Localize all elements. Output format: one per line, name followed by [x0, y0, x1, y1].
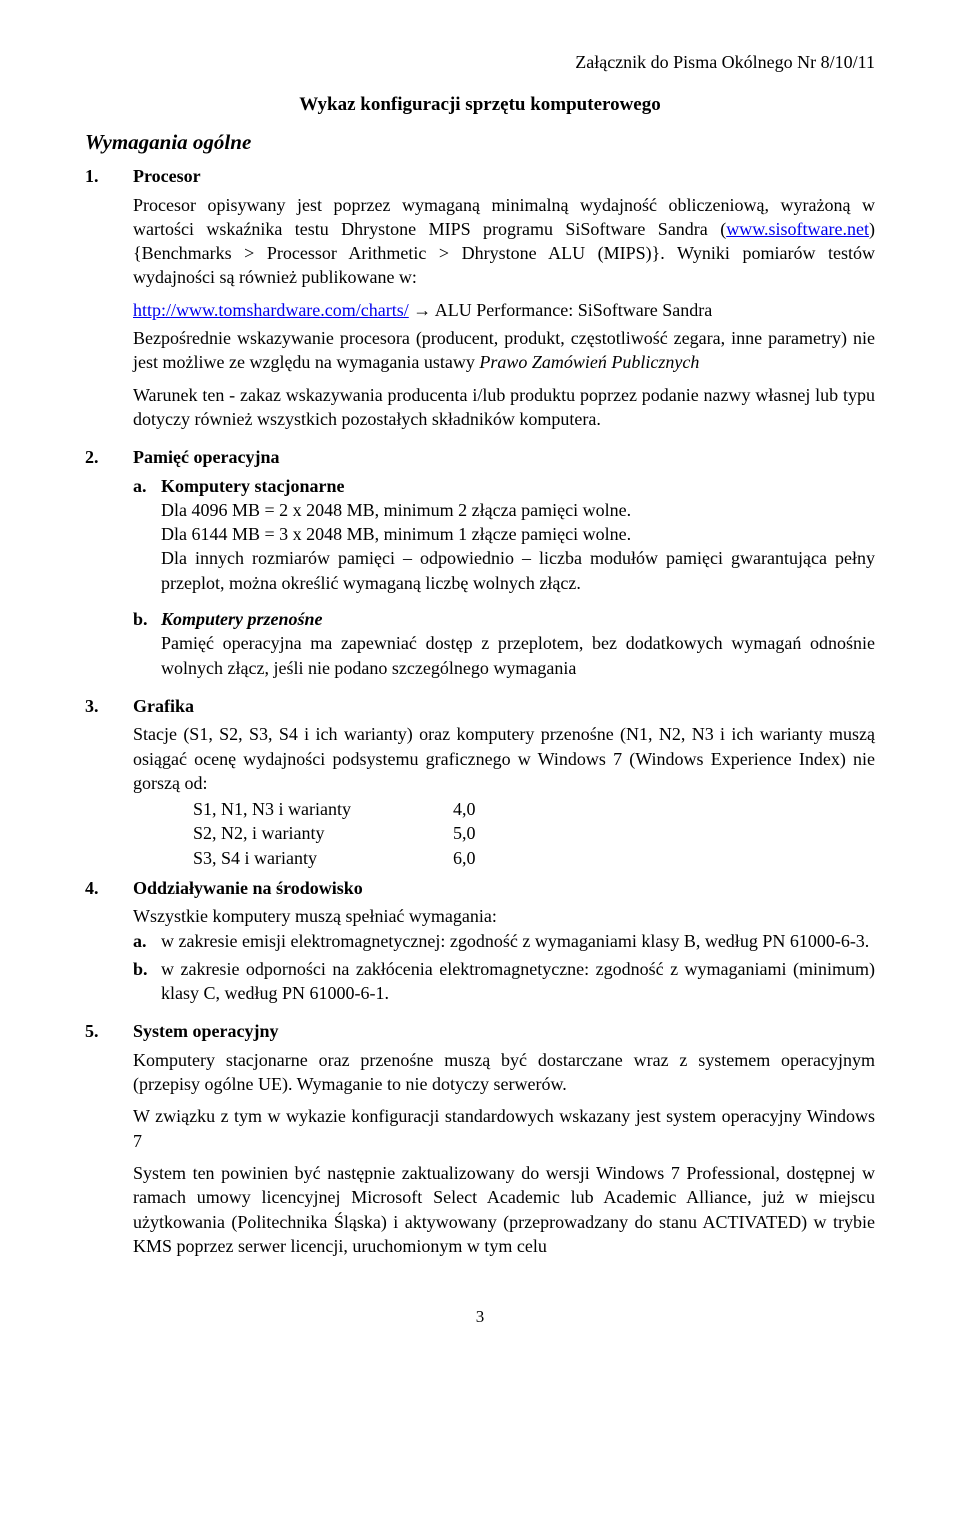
sub-letter: b.: [133, 957, 161, 1012]
text-line: Dla 6144 MB = 3 x 2048 MB, minimum 1 złą…: [161, 522, 875, 546]
intro-line: Wszystkie komputery muszą spełniać wymag…: [133, 904, 875, 928]
spec-label: S1, N1, N3 i warianty: [193, 797, 453, 821]
sub-item-a: a. w zakresie emisji elektromagnetycznej…: [133, 929, 875, 955]
paragraph: System ten powinien być następnie zaktua…: [133, 1161, 875, 1258]
sub-item-b: b. w zakresie odporności na zakłócenia e…: [133, 957, 875, 1012]
text-line: Dla innych rozmiarów pamięci – odpowiedn…: [161, 546, 875, 595]
paragraph: Warunek ten - zakaz wskazywania producen…: [133, 383, 875, 432]
paragraph: Procesor opisywany jest poprzez wymaganą…: [133, 193, 875, 290]
spec-row: S3, S4 i warianty 6,0: [193, 846, 875, 870]
sub-letter: a.: [133, 474, 161, 605]
sub-text: w zakresie odporności na zakłócenia elek…: [161, 957, 875, 1006]
paragraph: W związku z tym w wykazie konfiguracji s…: [133, 1104, 875, 1153]
sub-letter: a.: [133, 929, 161, 955]
item-2: 2. Pamięć operacyjna a. Komputery stacjo…: [85, 445, 875, 688]
item-content: Procesor Procesor opisywany jest poprzez…: [133, 164, 875, 439]
spec-label: S2, N2, i warianty: [193, 821, 453, 845]
spec-row: S2, N2, i warianty 5,0: [193, 821, 875, 845]
page-number: 3: [85, 1306, 875, 1329]
text-line: Pamięć operacyjna ma zapewniać dostęp z …: [161, 631, 875, 680]
item-title: Procesor: [133, 164, 875, 188]
spec-label: S3, S4 i warianty: [193, 846, 453, 870]
link-sisoftware[interactable]: www.sisoftware.net: [726, 219, 869, 239]
item-title: Oddziaływanie na środowisko: [133, 876, 875, 900]
item-title: Grafika: [133, 694, 875, 718]
sub-letter: b.: [133, 607, 161, 686]
item-content: System operacyjny Komputery stacjonarne …: [133, 1019, 875, 1266]
link-tomshardware[interactable]: http://www.tomshardware.com/charts/: [133, 300, 409, 320]
sub-title: Komputery stacjonarne: [161, 474, 875, 498]
text: → ALU Performance: SiSoftware Sandra: [409, 300, 712, 320]
sub-item-a: a. Komputery stacjonarne Dla 4096 MB = 2…: [133, 474, 875, 605]
spec-value: 5,0: [453, 821, 875, 845]
item-number: 5.: [85, 1019, 133, 1266]
item-4: 4. Oddziaływanie na środowisko Wszystkie…: [85, 876, 875, 1013]
spec-table: S1, N1, N3 i warianty 4,0 S2, N2, i wari…: [193, 797, 875, 870]
item-content: Oddziaływanie na środowisko Wszystkie ko…: [133, 876, 875, 1013]
paragraph: Bezpośrednie wskazywanie procesora (prod…: [133, 326, 875, 375]
item-5: 5. System operacyjny Komputery stacjonar…: [85, 1019, 875, 1266]
section-heading: Wymagania ogólne: [85, 128, 875, 156]
item-number: 4.: [85, 876, 133, 1013]
paragraph: Komputery stacjonarne oraz przenośne mus…: [133, 1048, 875, 1097]
paragraph: http://www.tomshardware.com/charts/ → AL…: [133, 298, 875, 322]
item-title: Pamięć operacyjna: [133, 445, 875, 469]
sub-title: Komputery przenośne: [161, 607, 875, 631]
sub-content: Komputery stacjonarne Dla 4096 MB = 2 x …: [161, 474, 875, 605]
attachment-reference: Załącznik do Pisma Okólnego Nr 8/10/11: [85, 50, 875, 74]
item-1: 1. Procesor Procesor opisywany jest popr…: [85, 164, 875, 439]
item-number: 2.: [85, 445, 133, 688]
spec-value: 6,0: [453, 846, 875, 870]
item-number: 1.: [85, 164, 133, 439]
sub-item-b: b. Komputery przenośne Pamięć operacyjna…: [133, 607, 875, 686]
sub-content: Komputery przenośne Pamięć operacyjna ma…: [161, 607, 875, 686]
sub-text: w zakresie emisji elektromagnetycznej: z…: [161, 929, 875, 953]
document-title: Wykaz konfiguracji sprzętu komputerowego: [85, 92, 875, 118]
spec-value: 4,0: [453, 797, 875, 821]
item-3: 3. Grafika Stacje (S1, S2, S3, S4 i ich …: [85, 694, 875, 870]
item-content: Grafika Stacje (S1, S2, S3, S4 i ich war…: [133, 694, 875, 870]
text-line: Dla 4096 MB = 2 x 2048 MB, minimum 2 złą…: [161, 498, 875, 522]
spec-row: S1, N1, N3 i warianty 4,0: [193, 797, 875, 821]
law-name: Prawo Zamówień Publicznych: [479, 352, 699, 372]
item-title: System operacyjny: [133, 1019, 875, 1043]
item-content: Pamięć operacyjna a. Komputery stacjonar…: [133, 445, 875, 688]
item-number: 3.: [85, 694, 133, 870]
paragraph: Stacje (S1, S2, S3, S4 i ich warianty) o…: [133, 722, 875, 795]
